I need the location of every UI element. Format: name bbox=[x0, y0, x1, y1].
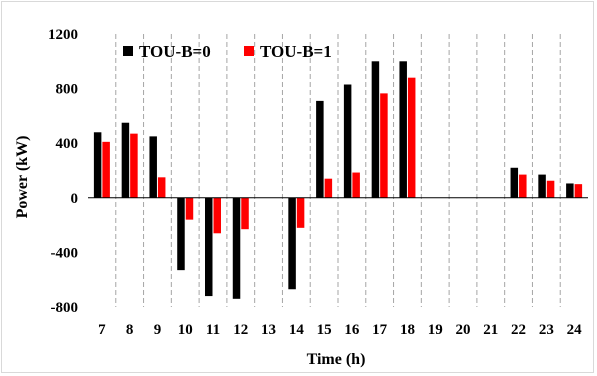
x-tick-label: 19 bbox=[428, 322, 443, 338]
x-tick-label: 23 bbox=[539, 322, 554, 338]
x-tick-label: 17 bbox=[372, 322, 388, 338]
legend-label-series-2: TOU-B=1 bbox=[260, 42, 332, 61]
x-tick-label: 18 bbox=[400, 322, 415, 338]
bar-series-1-22 bbox=[510, 167, 519, 198]
bar-series-2-8 bbox=[130, 133, 138, 198]
x-tick-label: 14 bbox=[289, 322, 305, 338]
y-axis-title: Power (kW) bbox=[14, 136, 31, 219]
bar-series-2-9 bbox=[157, 177, 166, 198]
x-tick-label: 9 bbox=[154, 322, 162, 338]
y-tick-label: -400 bbox=[51, 245, 79, 261]
bar-series-2-10 bbox=[185, 197, 194, 220]
bar-series-1-24 bbox=[566, 183, 574, 198]
bar-series-1-7 bbox=[93, 132, 102, 198]
bar-series-2-12 bbox=[241, 197, 249, 230]
x-tick-label: 10 bbox=[178, 322, 193, 338]
y-tick-label: 400 bbox=[56, 136, 79, 152]
bar-series-1-8 bbox=[121, 122, 130, 198]
x-tick-label: 21 bbox=[483, 322, 498, 338]
x-tick-label: 20 bbox=[456, 322, 471, 338]
x-tick-label: 13 bbox=[261, 322, 276, 338]
legend: TOU-B=0 TOU-B=1 bbox=[123, 42, 332, 61]
bar-series-2-18 bbox=[407, 77, 416, 198]
bar-series-1-10 bbox=[177, 197, 185, 271]
bar-series-1-11 bbox=[205, 197, 213, 297]
legend-swatch-series-1 bbox=[123, 46, 133, 56]
bar-series-1-17 bbox=[371, 61, 380, 198]
bar-series-2-14 bbox=[296, 197, 305, 228]
x-tick-label: 12 bbox=[233, 322, 248, 338]
bar-series-2-7 bbox=[102, 141, 110, 198]
y-tick-labels: 1200 800 400 0 -400 -800 bbox=[48, 27, 78, 316]
x-tick-labels: 7 8 9 10 11 12 13 14 15 16 17 18 19 20 21 22 23 24 bbox=[98, 322, 582, 338]
bar-series-2-11 bbox=[213, 197, 221, 234]
bar-series-2-22 bbox=[519, 174, 527, 198]
x-tick-label: 11 bbox=[206, 322, 220, 338]
bars bbox=[93, 61, 583, 299]
bar-series-1-9 bbox=[149, 136, 157, 198]
bar-series-1-18 bbox=[399, 61, 407, 198]
bar-series-2-24 bbox=[574, 184, 583, 198]
legend-swatch-series-2 bbox=[244, 46, 254, 56]
bar-series-1-23 bbox=[538, 174, 546, 198]
x-tick-label: 22 bbox=[511, 322, 526, 338]
bar-series-2-16 bbox=[352, 172, 360, 198]
y-tick-label: -800 bbox=[51, 300, 79, 316]
x-tick-label: 15 bbox=[317, 322, 332, 338]
bar-series-2-15 bbox=[324, 178, 333, 198]
x-tick-label: 7 bbox=[98, 322, 106, 338]
x-tick-label: 8 bbox=[126, 322, 134, 338]
bar-series-2-17 bbox=[380, 93, 388, 198]
bar-series-1-15 bbox=[316, 100, 324, 198]
bar-series-1-16 bbox=[343, 84, 352, 198]
y-tick-label: 1200 bbox=[48, 27, 78, 43]
y-tick-label: 0 bbox=[71, 191, 79, 207]
x-axis-title: Time (h) bbox=[307, 351, 366, 368]
y-tick-label: 800 bbox=[56, 82, 79, 98]
bar-series-1-12 bbox=[232, 197, 241, 299]
legend-label-series-1: TOU-B=0 bbox=[139, 42, 211, 61]
x-tick-label: 16 bbox=[344, 322, 360, 338]
grid-lines bbox=[115, 34, 561, 307]
bar-series-2-23 bbox=[546, 180, 555, 198]
bar-series-1-14 bbox=[288, 197, 296, 290]
x-tick-label: 24 bbox=[567, 322, 583, 338]
